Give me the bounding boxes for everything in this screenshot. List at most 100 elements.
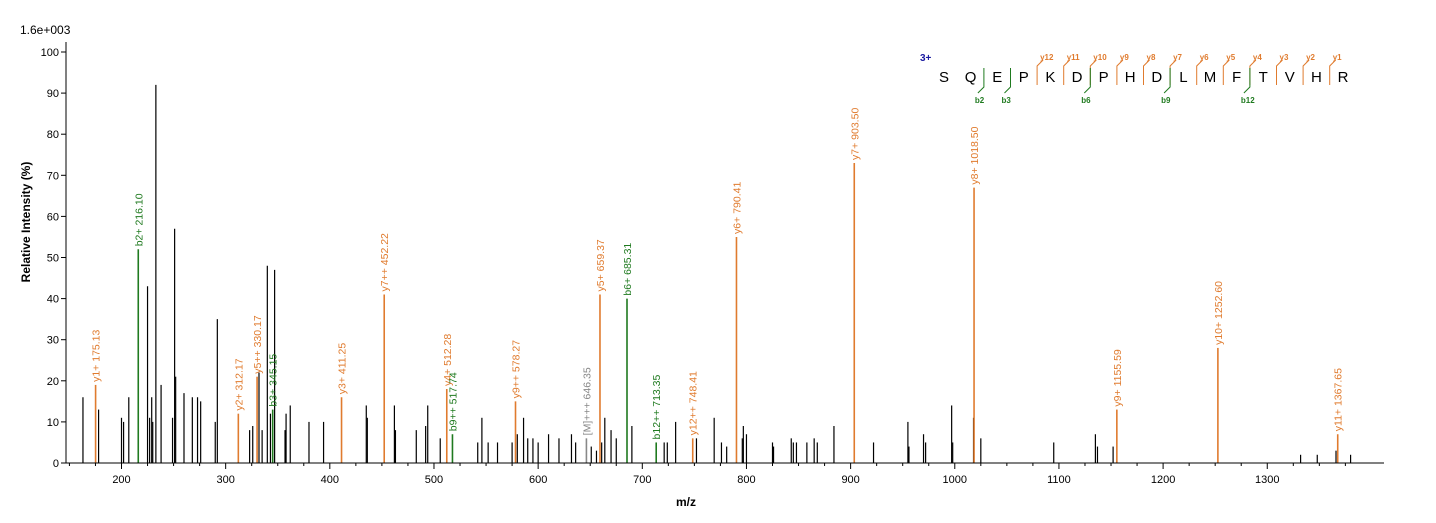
b-ion-bracket bbox=[1163, 68, 1171, 94]
x-tick-label: 200 bbox=[112, 474, 130, 486]
y-ion-label: y4 bbox=[1253, 53, 1262, 62]
y-tick-label: 50 bbox=[47, 253, 59, 265]
x-tick-label: 1000 bbox=[943, 474, 967, 486]
y-tick-label: 80 bbox=[47, 129, 59, 141]
y-ion-bracket bbox=[1036, 59, 1044, 85]
y-ion-bracket bbox=[1329, 59, 1337, 85]
peak-labels-layer: y1+ 175.13 b2+ 216.10 y2+ 312.17 y5++ 330.1… bbox=[91, 108, 1345, 440]
y-ion-bracket bbox=[1249, 59, 1257, 85]
x-tick-label: 600 bbox=[529, 474, 547, 486]
y-tick-label: 0 bbox=[53, 458, 59, 470]
peak-label: y11+ 1367.65 bbox=[1333, 368, 1345, 431]
peak-label: b3+ 345.15 bbox=[268, 354, 280, 407]
b-ion-label: b6 bbox=[1081, 96, 1091, 105]
b-ion-bracket bbox=[1083, 68, 1091, 94]
sequence-residue: K bbox=[1045, 69, 1055, 86]
b-ion-label: b3 bbox=[1002, 96, 1012, 105]
peak-label: y4+ 512.28 bbox=[442, 334, 454, 386]
peak-label: y3+ 411.25 bbox=[337, 343, 349, 395]
y-ion-label: y7 bbox=[1173, 53, 1182, 62]
y-ion-bracket bbox=[1302, 59, 1310, 85]
peak-label: y5+ 659.37 bbox=[595, 239, 607, 291]
b-ion-bracket bbox=[1243, 68, 1251, 94]
y-ion-label: y12 bbox=[1040, 53, 1054, 62]
y-ion-label: y11 bbox=[1067, 53, 1080, 62]
y-ion-label: y8 bbox=[1147, 53, 1156, 62]
y-axis-title: Relative Intensity (%) bbox=[19, 162, 33, 283]
charge-state: 3+ bbox=[920, 53, 932, 64]
b-ion-bracket bbox=[977, 68, 985, 94]
sequence-residue: P bbox=[1099, 69, 1109, 86]
peak-label: y5++ 330.17 bbox=[252, 315, 264, 374]
x-tick-label: 1300 bbox=[1255, 474, 1279, 486]
y-ion-bracket bbox=[1116, 59, 1124, 85]
peak-label: y2+ 312.17 bbox=[233, 358, 245, 410]
y-tick-label: 100 bbox=[41, 47, 59, 59]
peak-label: b6+ 685.31 bbox=[622, 243, 634, 296]
sequence-residue: S bbox=[939, 69, 949, 86]
sequence-residue: L bbox=[1179, 69, 1187, 86]
b-ion-label: b9 bbox=[1161, 96, 1171, 105]
y-tick-label: 10 bbox=[47, 417, 59, 429]
b-ion-label: b2 bbox=[975, 96, 985, 105]
y-ion-label: y6 bbox=[1200, 53, 1209, 62]
peak-label: b12++ 713.35 bbox=[651, 374, 663, 439]
sequence-residue: D bbox=[1151, 69, 1162, 86]
peak-label: b2+ 216.10 bbox=[133, 193, 145, 246]
axes: 0 10 20 30 40 50 60 70 80 90 100 200 300 400 500 600 700… bbox=[41, 42, 1384, 486]
sequence-residue: D bbox=[1072, 69, 1083, 86]
y-ion-label: y5 bbox=[1226, 53, 1235, 62]
peaks-layer bbox=[82, 84, 1352, 463]
peak-label: b9++ 517.74 bbox=[447, 372, 459, 431]
y-ion-bracket bbox=[1063, 59, 1071, 85]
sequence-residue: M bbox=[1204, 69, 1217, 86]
x-tick-label: 1100 bbox=[1047, 474, 1071, 486]
x-tick-label: 300 bbox=[216, 474, 234, 486]
b-ion-bracket bbox=[1004, 68, 1011, 94]
y-ion-label: y9 bbox=[1120, 53, 1129, 62]
x-tick-label: 1200 bbox=[1151, 474, 1175, 486]
peak-label: y6+ 790.41 bbox=[731, 182, 743, 234]
peak-label: y12++ 748.41 bbox=[688, 371, 700, 435]
sequence-residue: H bbox=[1125, 69, 1136, 86]
x-tick-label: 500 bbox=[425, 474, 443, 486]
x-tick-label: 800 bbox=[737, 474, 755, 486]
x-tick-label: 900 bbox=[841, 474, 859, 486]
y-ion-label: y1 bbox=[1333, 53, 1342, 62]
y-ion-bracket bbox=[1089, 59, 1097, 85]
x-axis-title: m/z bbox=[676, 495, 696, 509]
sequence-residue: T bbox=[1259, 69, 1268, 86]
peak-label: y10+ 1252.60 bbox=[1213, 281, 1225, 345]
peak-label: y7++ 452.22 bbox=[379, 233, 391, 292]
y-tick-label: 30 bbox=[47, 335, 59, 347]
b-ion-label: b12 bbox=[1241, 96, 1255, 105]
peak-label: y1+ 175.13 bbox=[91, 329, 103, 381]
sequence-residue: F bbox=[1232, 69, 1241, 86]
sequence-residue: P bbox=[1019, 69, 1029, 86]
sequence-residue: Q bbox=[965, 69, 977, 86]
x-tick-label: 700 bbox=[633, 474, 651, 486]
y-tick-label: 20 bbox=[47, 376, 59, 388]
y-ion-bracket bbox=[1169, 59, 1177, 85]
y-ion-label: y10 bbox=[1093, 53, 1107, 62]
scale-label: 1.6e+003 bbox=[20, 23, 71, 37]
sequence-residue: R bbox=[1338, 69, 1349, 86]
y-ion-label: y3 bbox=[1280, 53, 1289, 62]
y-ion-bracket bbox=[1196, 59, 1204, 85]
y-tick-label: 70 bbox=[47, 170, 59, 182]
y-ion-bracket bbox=[1143, 59, 1150, 85]
y-ion-label: y2 bbox=[1306, 53, 1315, 62]
peak-label: y8+ 1018.50 bbox=[969, 126, 981, 184]
y-ion-bracket bbox=[1222, 59, 1230, 85]
y-tick-label: 40 bbox=[47, 294, 59, 306]
peak-label: y7+ 903.50 bbox=[849, 108, 861, 160]
y-tick-label: 90 bbox=[47, 88, 59, 100]
y-tick-label: 60 bbox=[47, 211, 59, 223]
peak-label: y9+ 1155.59 bbox=[1112, 349, 1124, 406]
y-ion-bracket bbox=[1276, 59, 1283, 85]
peak-label: [M]+++ 646.35 bbox=[581, 367, 593, 435]
sequence-residue: V bbox=[1285, 69, 1295, 86]
sequence-residue: H bbox=[1311, 69, 1322, 86]
